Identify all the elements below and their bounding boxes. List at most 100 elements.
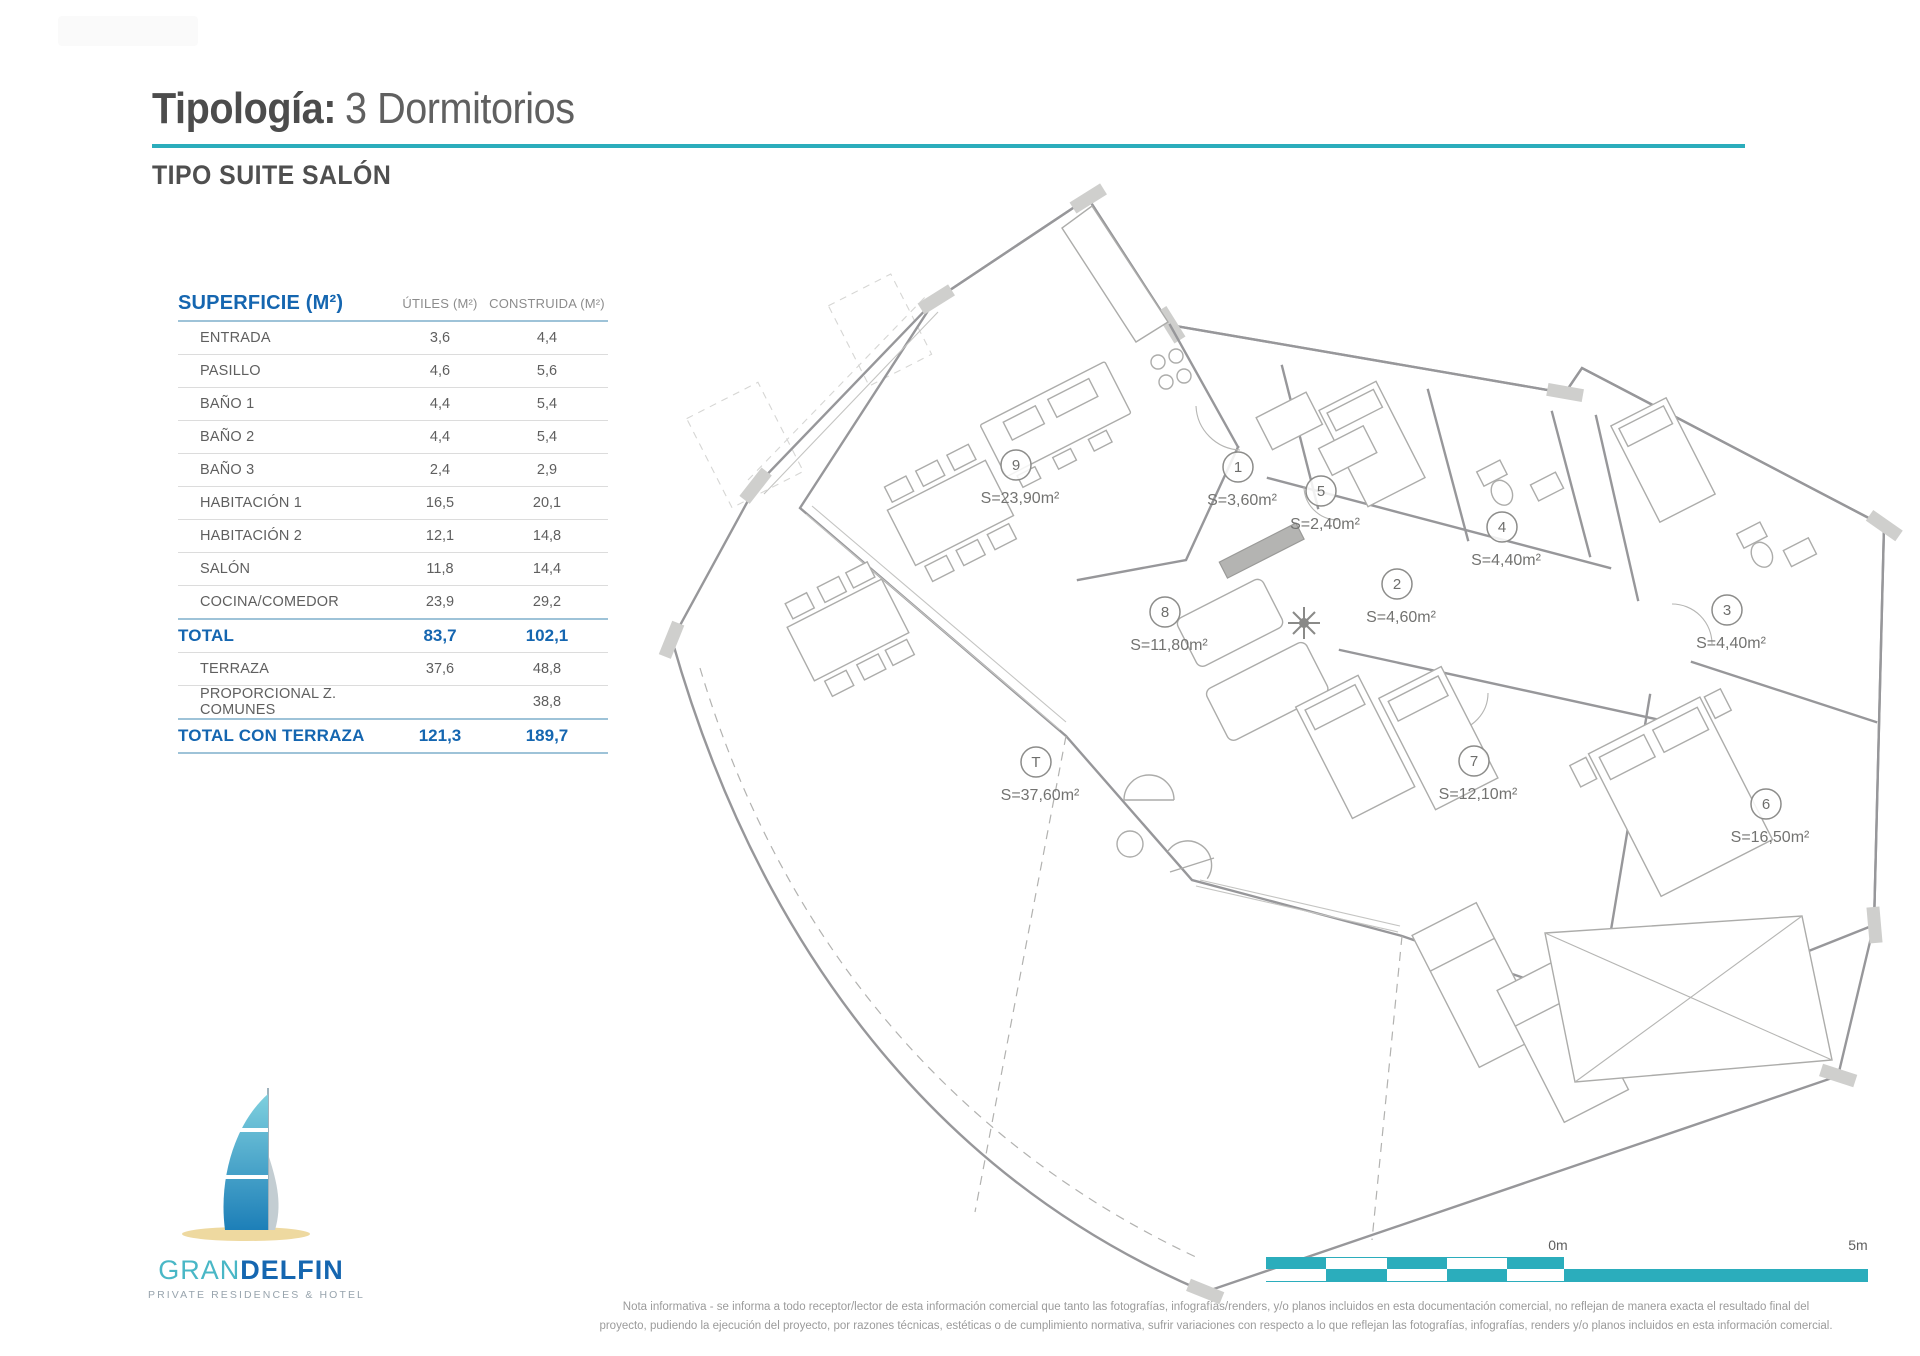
row-label: BAÑO 3 [200,462,255,478]
context-outline [685,273,933,509]
table-row: SALÓN 11,8 14,4 [178,552,608,585]
value-construida: 14,8 [532,528,562,544]
room-number-circle [1486,511,1518,543]
row-label: PASILLO [200,363,261,379]
table-row: BAÑO 2 4,4 5,4 [178,420,608,453]
table-row: BAÑO 1 4,4 5,4 [178,387,608,420]
room-number: 5 [1317,483,1325,500]
room-label: 2 S=4,60m² [1366,568,1437,626]
row-label: BAÑO 1 [200,396,255,412]
room-number-circle [1000,449,1032,481]
row-label: BAÑO 2 [200,429,255,445]
room-label: T S=37,60m² [1001,746,1080,804]
room-area-label: S=4,40m² [1696,635,1766,652]
scale-end-label: 5m [1848,1237,1868,1253]
table-row: TOTAL 83,7 102,1 [178,618,608,652]
row-label: ENTRADA [200,330,271,346]
row-label: SALÓN [200,561,251,577]
crossed-box [1544,915,1833,1083]
row-label: HABITACIÓN 2 [200,528,303,544]
bedroom-furniture [1294,380,1774,898]
column-header-utiles: ÚTILES (M²) [402,295,478,311]
room-area-label: S=4,60m² [1366,609,1436,626]
room-number-circle [1711,594,1743,626]
kitchen-furniture [883,204,1192,583]
plant [1288,607,1320,639]
room-label: 6 S=16,50m² [1731,788,1810,846]
scale-zero-label: 0m [1548,1237,1568,1253]
table-row: HABITACIÓN 2 12,1 14,8 [178,519,608,552]
value-utiles: 3,6 [429,330,451,346]
room-label: 5 S=2,40m² [1290,475,1361,533]
room-area-label: S=2,40m² [1290,516,1360,533]
value-utiles: 16,5 [425,495,455,511]
row-label: TERRAZA [200,661,270,677]
value-utiles: 4,4 [429,429,451,445]
sail-logo-icon [182,1088,310,1241]
row-label: COCINA/COMEDOR [200,594,339,610]
room-number-circle [1305,475,1337,507]
table-row: BAÑO 3 2,4 2,9 [178,453,608,486]
room-number-circle [1020,746,1052,778]
table-row: HABITACIÓN 1 16,5 20,1 [178,486,608,519]
room-labels: 9 S=23,90m² 1 S=3,60m² 5 S=2,40m² 4 S=4,40m² 2 S=… [981,449,1810,846]
table-title: SUPERFICIE (M²) [178,291,344,314]
value-construida: 14,4 [532,561,562,577]
legal-disclaimer: Nota informativa - se informa a todo rec… [520,1298,1912,1336]
value-utiles: 4,4 [429,396,451,412]
page-title: Tipología: 3 Dormitorios [152,84,622,134]
terrace-outline [670,196,1886,1294]
value-construida: 48,8 [532,661,562,677]
table-body: ENTRADA 3,6 4,4 PASILLO 4,6 5,6 BAÑO 1 4,4 5,4 BA… [178,322,608,754]
room-number: 3 [1723,602,1731,619]
value-utiles: 4,6 [429,363,451,379]
scale-bar-line [1266,1281,1868,1282]
room-number: 1 [1234,459,1242,476]
room-area-label: S=11,80m² [1130,637,1208,654]
value-construida: 4,4 [536,330,558,346]
value-construida: 20,1 [532,495,562,511]
room-area-label: S=4,40m² [1471,552,1541,569]
value-construida: 29,2 [532,594,562,610]
page-subtitle: TIPO SUITE SALÓN [152,160,392,190]
table-row: TOTAL CON TERRAZA 121,3 189,7 [178,718,608,754]
faint-watermark [58,16,198,46]
room-number: 8 [1161,604,1169,621]
living-furniture [1176,522,1329,741]
row-label: TOTAL CON TERRAZA [178,726,365,745]
table-row: COCINA/COMEDOR 23,9 29,2 [178,585,608,618]
value-construida: 189,7 [525,726,569,745]
kitchen-island [979,361,1132,489]
table-row: PASILLO 4,6 5,6 [178,354,608,387]
title-label: Tipología: [152,84,336,133]
value-utiles: 121,3 [418,726,462,745]
value-utiles: 23,9 [425,594,455,610]
room-number: T [1031,754,1040,771]
room-label: 3 S=4,40m² [1696,594,1767,652]
room-area-label: S=37,60m² [1001,787,1080,804]
bathroom-fixtures [1255,391,1818,568]
value-construida: 38,8 [532,694,562,710]
value-utiles: 12,1 [425,528,455,544]
room-area-label: S=3,60m² [1207,492,1277,509]
value-construida: 5,4 [536,396,558,412]
value-construida: 102,1 [525,626,569,645]
row-label: TOTAL [178,626,235,645]
room-area-label: S=12,10m² [1439,786,1518,803]
disclaimer-line1: Nota informativa - se informa a todo rec… [622,1301,1810,1313]
room-number-circle [1222,451,1254,483]
value-utiles: 83,7 [423,626,457,645]
value-construida: 2,9 [536,462,558,478]
table-header: SUPERFICIE (M²) ÚTILES (M²) CONSTRUIDA (… [178,286,608,322]
terrace-furniture [784,560,1833,1124]
room-number-circle [1750,788,1782,820]
room-number-circle [1381,568,1413,600]
room-number: 9 [1012,457,1020,474]
table-row: ENTRADA 3,6 4,4 [178,322,608,354]
scale-bar: 0m 5m [1266,1237,1868,1282]
value-construida: 5,4 [536,429,558,445]
room-area-label: S=16,50m² [1731,829,1810,846]
title-underline [152,144,1745,148]
table-row: TERRAZA 37,6 48,8 [178,652,608,685]
